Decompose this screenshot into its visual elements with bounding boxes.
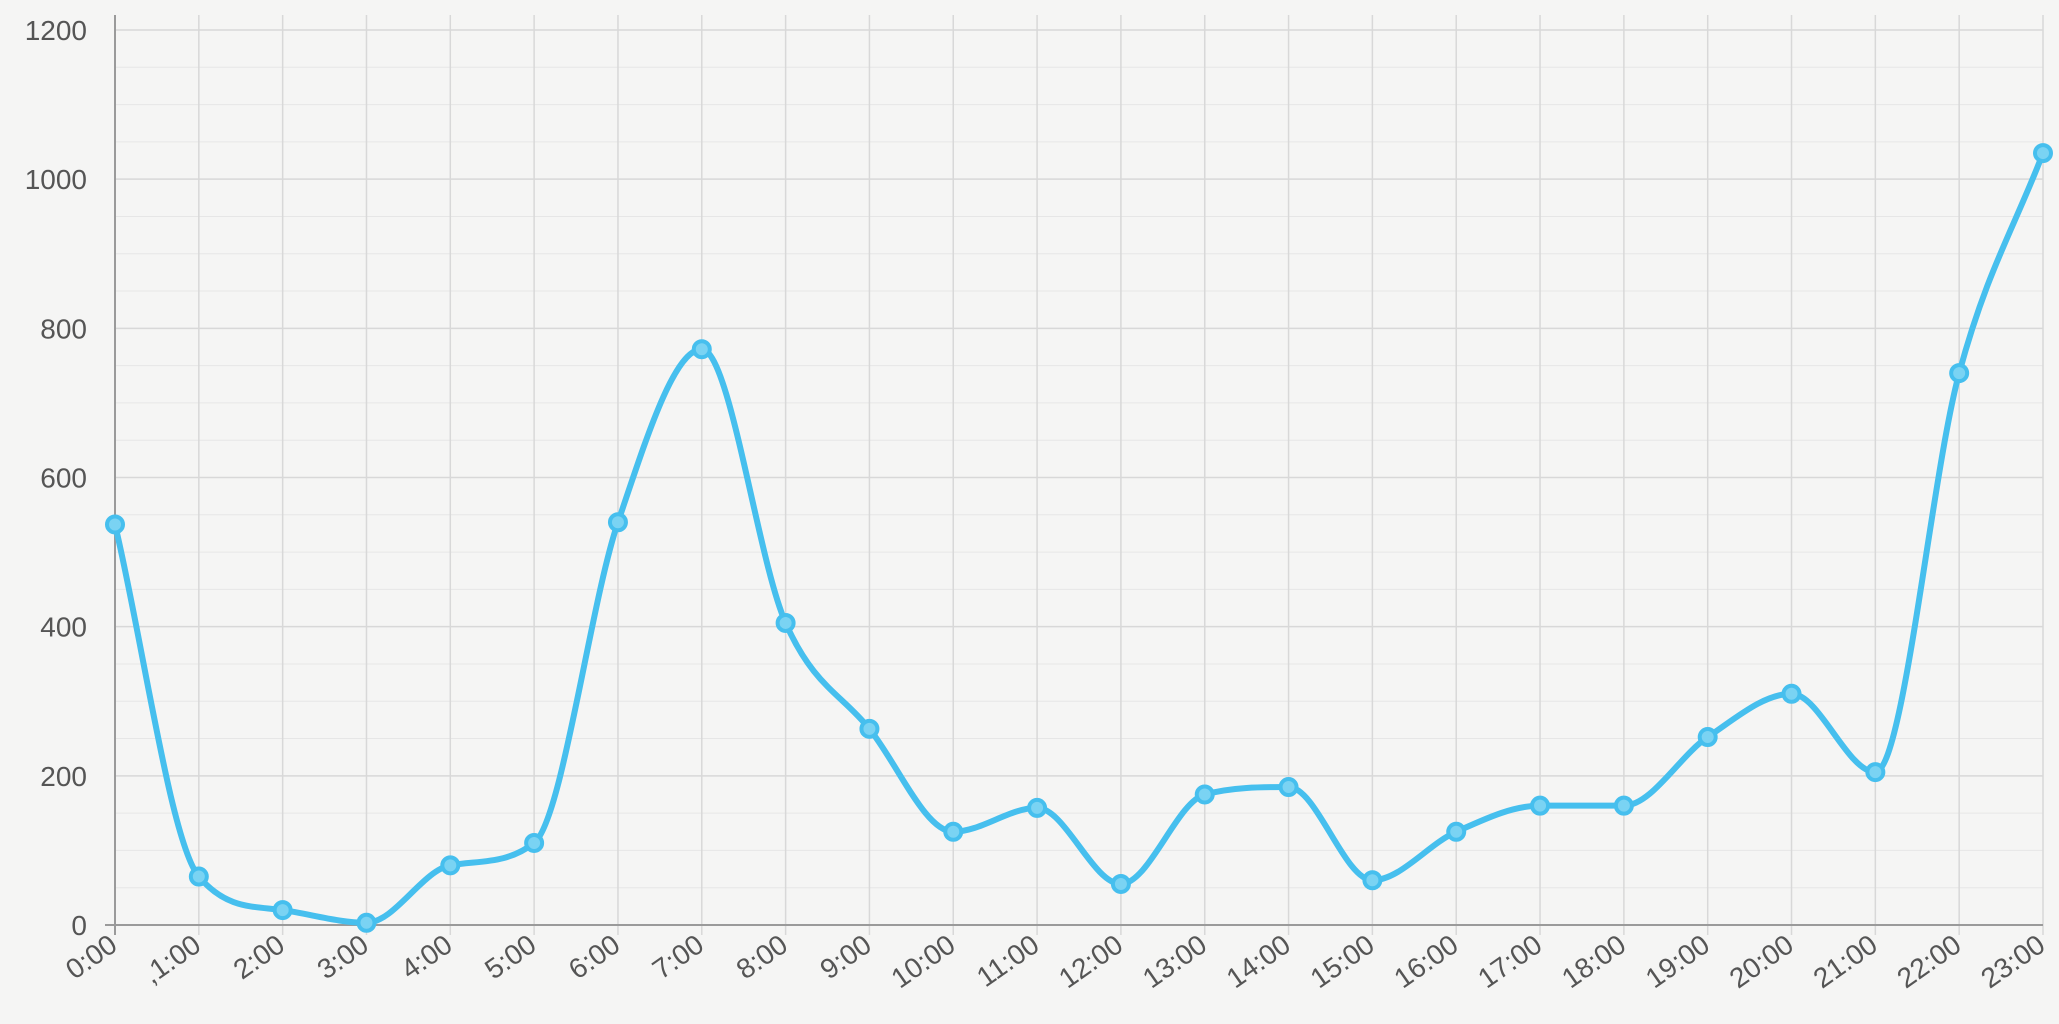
grid	[114, 15, 2044, 935]
x-tick-label: 16:00	[1388, 929, 1463, 995]
x-tick-label: 3:00	[311, 929, 373, 986]
data-points	[105, 143, 2053, 933]
data-point	[1362, 870, 1383, 891]
y-axis-tick-labels: 0 200 400 600 800 1000 1200	[25, 15, 87, 941]
data-point	[1697, 727, 1718, 748]
data-point	[607, 512, 628, 533]
data-point	[1530, 795, 1551, 816]
data-point	[691, 339, 712, 360]
y-tick-label: 800	[40, 313, 87, 344]
data-point	[105, 514, 125, 535]
x-tick-label: ,1:00	[137, 929, 206, 990]
data-point	[775, 612, 796, 633]
x-tick-label: 20:00	[1724, 929, 1799, 995]
x-tick-label: 5:00	[479, 929, 541, 986]
data-point	[1865, 762, 1886, 783]
x-tick-label: 8:00	[731, 929, 793, 986]
data-point	[1278, 777, 1299, 798]
x-tick-label: 9:00	[814, 929, 876, 986]
series-line-layer	[112, 150, 2046, 926]
x-tick-label: 22:00	[1891, 929, 1966, 995]
data-point	[356, 912, 377, 933]
x-tick-label: 14:00	[1221, 929, 1296, 995]
data-point	[524, 832, 545, 853]
data-point	[1110, 873, 1131, 894]
series-line	[112, 150, 2046, 926]
y-tick-label: 600	[40, 463, 87, 494]
x-tick-label: 6:00	[563, 929, 625, 986]
x-tick-label: 23:00	[1975, 929, 2050, 995]
y-tick-label: 1200	[25, 15, 87, 46]
data-point	[188, 866, 209, 887]
x-tick-label: 4:00	[395, 929, 457, 986]
x-tick-label: 19:00	[1640, 929, 1715, 995]
y-tick-label: 1000	[25, 164, 87, 195]
x-tick-label: 15:00	[1305, 929, 1380, 995]
data-point	[272, 900, 293, 921]
x-tick-label: 11:00	[971, 929, 1044, 993]
axes	[105, 15, 2043, 935]
data-point	[1949, 363, 1970, 384]
y-tick-label: 400	[40, 612, 87, 643]
data-point	[1194, 784, 1215, 805]
x-tick-label: 13:00	[1137, 929, 1212, 995]
x-tick-label: 0:00	[60, 929, 122, 986]
x-tick-label: 7:00	[647, 929, 709, 986]
x-tick-label: 21:00	[1808, 929, 1883, 995]
data-point	[1781, 683, 1802, 704]
data-point	[943, 821, 964, 842]
data-point	[1613, 795, 1634, 816]
x-axis-tick-labels: 0:00 ,1:00 2:00 3:00 4:00 5:00 6:00 7:00 8:00 9:0…	[60, 929, 2050, 995]
x-tick-label: 12:00	[1053, 929, 1128, 995]
y-tick-label: 0	[71, 910, 87, 941]
y-tick-label: 200	[40, 761, 87, 792]
data-point	[859, 718, 880, 739]
x-tick-label: 17:00	[1472, 929, 1547, 995]
data-point	[1446, 821, 1467, 842]
x-tick-label: 2:00	[228, 929, 290, 986]
data-point	[1027, 797, 1048, 818]
x-tick-label: 18:00	[1556, 929, 1631, 995]
data-point	[440, 855, 461, 876]
x-tick-label: 10:00	[886, 929, 961, 995]
data-point	[2033, 143, 2053, 164]
